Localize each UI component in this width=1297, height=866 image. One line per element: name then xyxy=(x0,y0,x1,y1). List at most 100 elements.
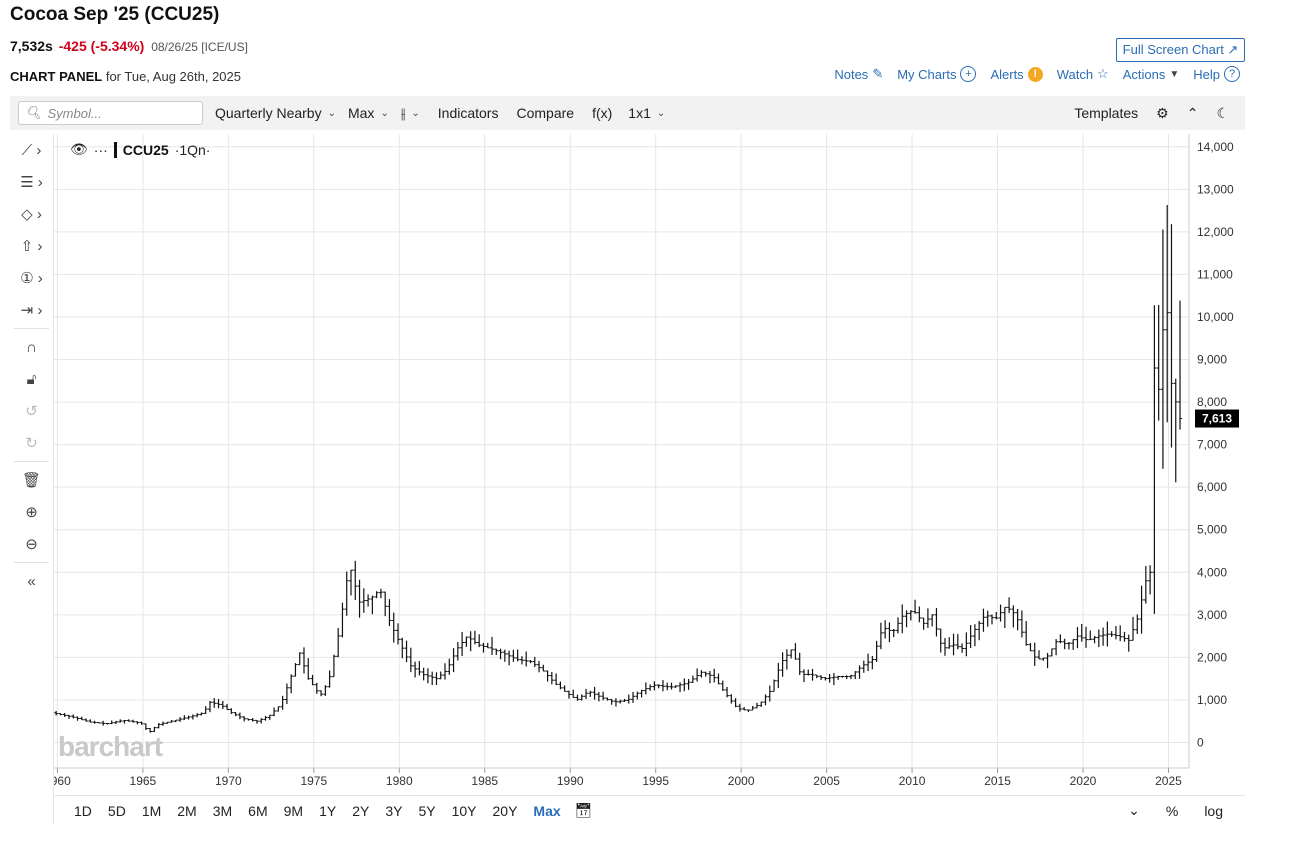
fib-tool-icon[interactable]: ☰ › xyxy=(20,174,43,191)
my-charts-label: My Charts xyxy=(897,66,957,82)
my-charts-link[interactable]: My Charts + xyxy=(897,66,977,82)
page-title: Cocoa Sep '25 (CCU25) xyxy=(10,4,220,25)
x-tick-label: 1965 xyxy=(130,774,157,788)
chevron-down-icon: ⌄ xyxy=(411,107,420,119)
search-icon: 🔍︎ xyxy=(25,105,42,120)
chart-toolbar: 🔍︎ Symbol... Quarterly Nearby ⌄ Max ⌄ ⫲ ⌄ I… xyxy=(10,96,1245,130)
dark-mode-moon-icon[interactable]: ☾ xyxy=(1216,104,1229,121)
y-tick-label: 0 xyxy=(1197,735,1204,749)
indicators-button[interactable]: Indicators xyxy=(438,105,499,121)
y-tick-label: 7,000 xyxy=(1197,438,1227,452)
range-5d[interactable]: 5D xyxy=(107,802,126,819)
range-1y[interactable]: 1Y xyxy=(319,802,337,819)
y-tick-label: 5,000 xyxy=(1197,523,1227,537)
collapse-up-icon[interactable]: ⌃ xyxy=(1186,104,1199,121)
layout-label: 1x1 xyxy=(628,105,651,121)
range-2m[interactable]: 2M xyxy=(177,802,197,819)
range-bar: 1D 5D 1M 2M 3M 6M 9M 1Y 2Y 3Y 5Y 10Y 20Y Max 📅︎ ⌄ % l… xyxy=(54,795,1245,825)
arrow-tool-icon[interactable]: ⇧ › xyxy=(20,238,43,255)
y-tick-label: 6,000 xyxy=(1197,480,1227,494)
y-tick-label: 9,000 xyxy=(1197,353,1227,367)
templates-button[interactable]: Templates xyxy=(1074,105,1139,121)
zoom-in-icon[interactable]: ⊕ xyxy=(25,504,38,521)
top-nav: Notes ✎ My Charts + Alerts! Watch ☆ Actions… xyxy=(834,66,1240,82)
range-dropdown[interactable]: Max ⌄ xyxy=(348,105,389,121)
range-9m[interactable]: 9M xyxy=(283,802,304,819)
shape-tool-icon[interactable]: ◇ › xyxy=(21,206,42,223)
x-tick-label: 2020 xyxy=(1070,774,1097,788)
y-tick-label: 12,000 xyxy=(1197,225,1234,239)
symbol-search-input[interactable]: 🔍︎ Symbol... xyxy=(18,101,203,125)
x-tick-label: 1975 xyxy=(300,774,327,788)
expand-down-icon[interactable]: ⌄ xyxy=(1128,802,1140,818)
drawing-tools-sidebar: ⟋ › ☰ › ◇ › ⇧ › ① › ⇥ › ∩ 🔓︎ ↺ ↻ 🗑︎ ⊕ ⊖ … xyxy=(10,134,54,824)
notes-link[interactable]: Notes ✎ xyxy=(834,66,883,82)
divider xyxy=(14,562,49,563)
range-1d[interactable]: 1D xyxy=(74,802,92,819)
undo-icon[interactable]: ↺ xyxy=(25,403,38,420)
range-2y[interactable]: 2Y xyxy=(352,802,370,819)
interval-label: Quarterly Nearby xyxy=(215,105,322,121)
legend-symbol: CCU25 xyxy=(122,141,169,158)
ohlc-bars-icon: ⫲ xyxy=(400,104,406,121)
line-tool-icon[interactable]: ⟋ › xyxy=(21,141,42,159)
plus-circle-icon: + xyxy=(960,66,977,82)
gear-icon[interactable]: ⚙ xyxy=(1156,104,1169,121)
interval-dropdown[interactable]: Quarterly Nearby ⌄ xyxy=(215,105,336,121)
trash-icon[interactable]: 🗑︎ xyxy=(21,472,42,489)
log-toggle[interactable]: log xyxy=(1204,802,1223,819)
range-6m[interactable]: 6M xyxy=(248,802,268,819)
zoom-out-icon[interactable]: ⊖ xyxy=(25,536,38,553)
marker-tool-icon[interactable]: ① › xyxy=(20,270,43,287)
caret-down-icon: ▼ xyxy=(1169,68,1180,80)
chart-legend: 👁︎ ··· CCU25 ·1Qn· xyxy=(70,141,210,158)
help-link[interactable]: Help? xyxy=(1193,66,1240,82)
percent-toggle[interactable]: % xyxy=(1165,802,1179,819)
collapse-left-icon[interactable]: « xyxy=(27,572,36,590)
range-buttons: 1D 5D 1M 2M 3M 6M 9M 1Y 2Y 3Y 5Y 10Y 20Y Max xyxy=(74,803,561,819)
x-tick-label: 1960 xyxy=(54,774,71,788)
range-label: Max xyxy=(347,105,375,121)
measure-tool-icon[interactable]: ⇥ › xyxy=(20,302,43,319)
alert-icon: ! xyxy=(1027,66,1043,82)
range-max[interactable]: Max xyxy=(533,802,561,819)
last-price: 7,532s xyxy=(10,38,53,54)
indicators-label: Indicators xyxy=(437,105,499,121)
watch-label: Watch xyxy=(1056,66,1094,82)
layout-dropdown[interactable]: 1x1 ⌄ xyxy=(628,105,665,121)
compare-label: Compare xyxy=(516,105,575,121)
question-icon: ? xyxy=(1224,66,1240,82)
panel-title: CHART PANEL xyxy=(10,69,103,84)
compare-button[interactable]: Compare xyxy=(516,105,574,121)
actions-menu[interactable]: Actions ▼ xyxy=(1123,67,1180,82)
last-price-tag-label: 7,613 xyxy=(1202,412,1232,426)
unlock-icon[interactable]: 🔓︎ xyxy=(26,370,37,388)
range-5y[interactable]: 5Y xyxy=(418,802,436,819)
y-tick-label: 11,000 xyxy=(1197,267,1233,281)
y-tick-label: 4,000 xyxy=(1197,565,1227,579)
bar-type-dropdown[interactable]: ⫲ ⌄ xyxy=(401,105,420,122)
y-tick-label: 8,000 xyxy=(1197,395,1227,409)
x-tick-label: 1990 xyxy=(557,774,584,788)
function-button[interactable]: f(x) xyxy=(592,105,612,121)
range-20y[interactable]: 20Y xyxy=(492,802,518,819)
calendar-icon[interactable]: 📅︎ xyxy=(574,802,593,818)
range-1m[interactable]: 1M xyxy=(141,802,162,819)
more-icon[interactable]: ··· xyxy=(93,141,108,158)
series-swatch xyxy=(113,141,117,158)
magnet-icon[interactable]: ∩ xyxy=(26,338,37,356)
divider xyxy=(14,461,49,462)
last-price-tag xyxy=(1195,409,1239,428)
watch-link[interactable]: Watch ☆ xyxy=(1057,66,1109,82)
range-3m[interactable]: 3M xyxy=(212,802,233,819)
pencil-icon: ✎ xyxy=(872,66,884,81)
alerts-link[interactable]: Alerts! xyxy=(990,66,1043,82)
y-tick-label: 14,000 xyxy=(1197,140,1234,154)
eye-icon[interactable]: 👁︎ xyxy=(70,141,88,157)
full-screen-chart-button[interactable]: Full Screen Chart ↗ xyxy=(1116,38,1245,62)
range-3y[interactable]: 3Y xyxy=(385,802,403,819)
range-10y[interactable]: 10Y xyxy=(451,802,477,819)
price-chart[interactable]: 14,000 13,000 12,000 11,000 10,000 9,000 8,000… xyxy=(54,134,1245,794)
redo-icon[interactable]: ↻ xyxy=(25,435,38,452)
x-tick-label: 2015 xyxy=(984,774,1011,788)
